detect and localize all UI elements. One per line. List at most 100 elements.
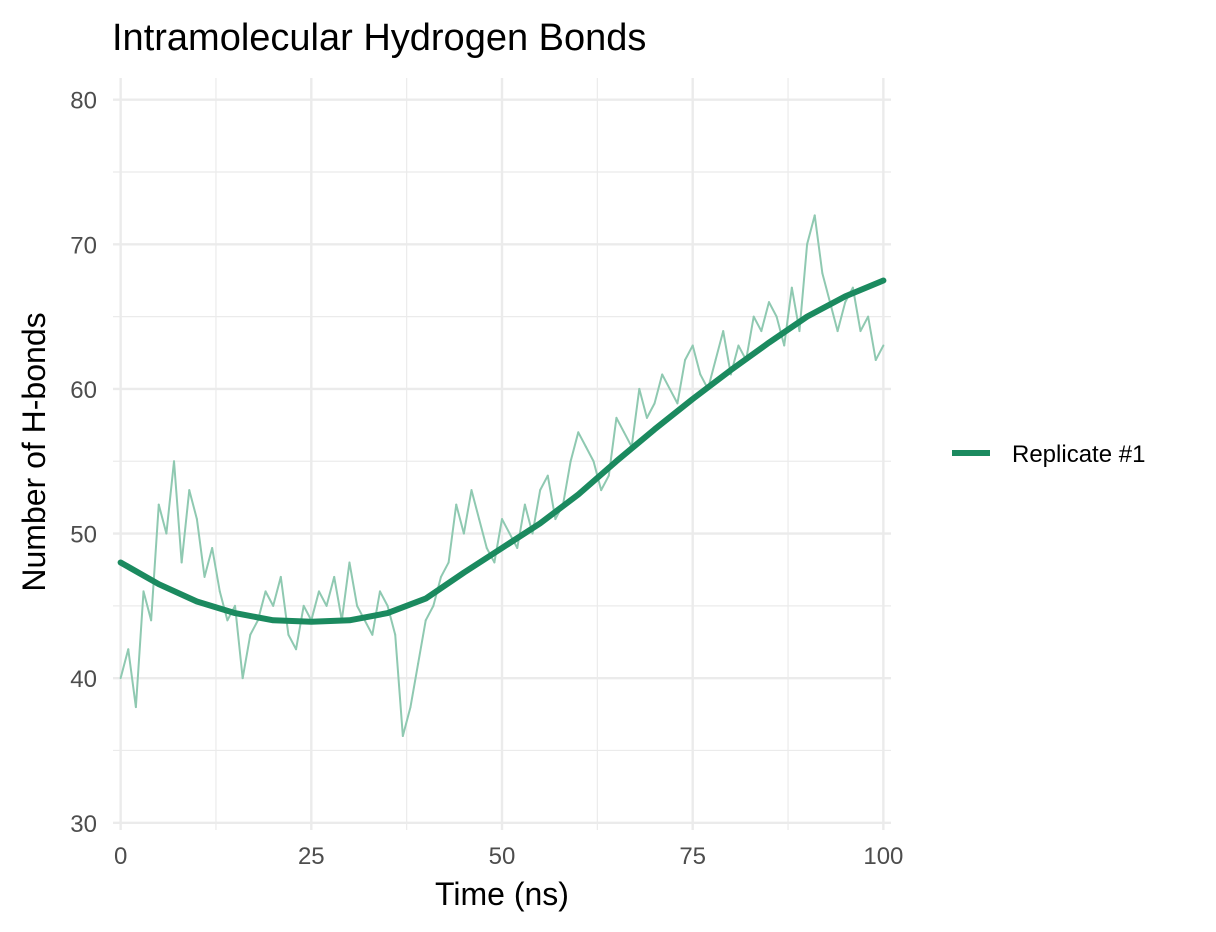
raw-trace-segment [203, 547, 214, 578]
raw-trace-segment [409, 662, 420, 709]
raw-trace-segment [325, 575, 336, 607]
raw-trace-segment [714, 330, 725, 361]
raw-trace-segment [783, 286, 793, 347]
raw-trace-segment [615, 416, 626, 434]
raw-trace-segment [584, 445, 595, 463]
raw-trace-segment [638, 387, 648, 419]
raw-trace-segment [539, 474, 549, 492]
x-tick-label: 25 [298, 843, 325, 870]
raw-trace-segment [745, 315, 755, 361]
series-line-replicate-1 [117, 277, 887, 625]
raw-trace-segment [798, 243, 809, 333]
raw-trace-segment [478, 518, 488, 549]
raw-trace-segment [363, 619, 374, 636]
raw-trace-segment [173, 460, 183, 564]
raw-trace-segment [439, 561, 450, 578]
x-tick-label: 50 [489, 843, 516, 870]
raw-trace-segment [691, 344, 702, 376]
y-tick-label: 80 [70, 88, 97, 115]
raw-trace-segment [684, 344, 694, 361]
raw-trace-segment [752, 315, 763, 333]
raw-trace-segment [447, 503, 458, 564]
raw-trace-segment [195, 518, 206, 578]
raw-trace-segment [813, 214, 824, 275]
raw-trace-segment [623, 431, 633, 448]
raw-trace-segment [867, 315, 877, 361]
raw-trace-segment [806, 214, 816, 246]
raw-trace-segment [279, 575, 290, 636]
raw-trace-segment [874, 344, 885, 361]
raw-trace-segment [417, 619, 427, 665]
raw-trace-segment [134, 590, 145, 709]
raw-trace-segment [348, 561, 359, 607]
raw-trace-segment [218, 590, 229, 622]
raw-trace-segment [165, 460, 176, 535]
raw-trace-segment [455, 503, 465, 535]
x-tick-label: 100 [863, 843, 903, 870]
raw-trace-segment [264, 590, 275, 607]
raw-trace-segment [234, 604, 244, 680]
raw-trace-segment [462, 489, 473, 535]
legend: Replicate #1 [952, 441, 1145, 468]
raw-trace-segment [310, 590, 320, 622]
raw-trace-segment [302, 604, 313, 622]
raw-trace-segment [470, 489, 481, 521]
raw-trace-segment [142, 590, 153, 622]
y-tick-label: 70 [70, 232, 97, 259]
y-tick-labels: 30 40 50 60 70 80 [70, 88, 97, 838]
raw-trace-segment [569, 431, 580, 463]
raw-trace-segment [501, 518, 511, 535]
raw-trace-segment [272, 575, 282, 607]
raw-trace-segment [157, 503, 168, 535]
raw-trace-segment [767, 301, 778, 318]
y-tick-label: 30 [70, 811, 97, 838]
y-axis-title: Number of H-bonds [16, 312, 52, 591]
raw-trace-segment [295, 604, 305, 651]
raw-trace-segment [150, 503, 160, 622]
raw-trace-segment [821, 272, 831, 304]
y-tick-label: 50 [70, 522, 97, 549]
raw-trace-segment [653, 373, 664, 405]
x-tick-label: 0 [114, 843, 127, 870]
raw-trace-group [119, 214, 885, 737]
raw-trace-segment [424, 604, 435, 622]
raw-trace-segment [676, 359, 687, 405]
x-axis-title: Time (ns) [435, 876, 569, 912]
smoothed-line-group [117, 277, 887, 625]
chart-title: Intramolecular Hydrogen Bonds [112, 17, 646, 59]
raw-trace-segment [668, 387, 679, 405]
raw-trace-segment [249, 619, 259, 636]
raw-trace-segment [836, 301, 847, 333]
raw-trace-segment [577, 431, 587, 448]
raw-trace-segment [188, 489, 198, 521]
raw-trace-segment [333, 575, 343, 622]
grid-major [113, 78, 891, 830]
raw-trace-segment [241, 633, 252, 680]
raw-trace-segment [394, 633, 404, 737]
raw-trace-segment [775, 315, 786, 347]
raw-trace-segment [340, 561, 351, 622]
x-tick-label: 75 [679, 843, 706, 870]
x-tick-labels: 0 25 50 75 100 [114, 843, 903, 870]
raw-trace-segment [630, 387, 641, 448]
raw-trace-segment [119, 648, 130, 680]
raw-trace-segment [760, 301, 770, 333]
y-tick-label: 40 [70, 666, 97, 693]
raw-trace-segment [516, 503, 526, 549]
raw-trace-segment [378, 590, 389, 607]
raw-trace-segment [211, 547, 221, 593]
raw-trace-segment [661, 373, 671, 390]
raw-trace-segment [180, 489, 191, 564]
raw-trace-segment [317, 590, 328, 607]
raw-trace-segment [562, 460, 572, 506]
raw-trace-segment [645, 402, 656, 419]
y-tick-label: 60 [70, 377, 97, 404]
legend-label-replicate-1: Replicate #1 [1012, 441, 1145, 468]
raw-trace-segment [859, 315, 870, 333]
raw-trace-segment [722, 330, 732, 376]
raw-trace-segment [600, 474, 610, 492]
raw-trace-segment [127, 648, 137, 709]
raw-trace-segment [401, 706, 412, 737]
raw-trace-segment [287, 633, 298, 651]
